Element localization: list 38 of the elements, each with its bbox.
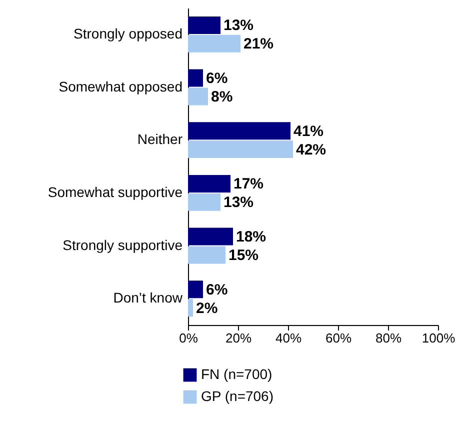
y-tick-label: Strongly opposed <box>74 25 182 42</box>
bar <box>188 280 203 298</box>
bar <box>188 228 233 246</box>
legend-label: FN (n=700) <box>201 366 272 382</box>
bar <box>188 16 220 34</box>
bar <box>188 122 290 140</box>
y-tick-label: Don’t know <box>113 290 184 306</box>
bar <box>188 174 230 192</box>
bar <box>188 69 203 87</box>
x-tick-label: 100% <box>422 330 456 346</box>
y-tick-label: Strongly supportive <box>62 236 183 253</box>
x-tick-label: 80% <box>375 330 402 346</box>
data-label: 6% <box>206 70 228 88</box>
data-label: 21% <box>244 36 274 53</box>
data-label: 42% <box>296 141 326 158</box>
x-tick-label: 60% <box>325 330 352 346</box>
x-tick-label: 20% <box>225 330 252 346</box>
y-tick-label: Somewhat supportive <box>48 184 183 200</box>
bar <box>188 193 220 211</box>
data-label: 18% <box>236 228 266 246</box>
data-label: 15% <box>228 246 259 264</box>
bar <box>188 299 193 317</box>
legend-label: GP (n=706) <box>201 388 274 404</box>
data-label: 17% <box>234 176 264 193</box>
bar <box>188 34 240 52</box>
y-tick-label: Neither <box>137 131 183 148</box>
data-label: 13% <box>224 194 254 212</box>
x-tick-label: 0% <box>179 330 198 346</box>
data-label: 2% <box>196 300 218 317</box>
y-tick-label: Somewhat opposed <box>58 78 182 94</box>
data-label: 6% <box>206 281 228 298</box>
x-tick-label: 40% <box>275 330 302 346</box>
bar <box>188 246 226 264</box>
data-label: 8% <box>211 88 233 106</box>
bar <box>188 88 208 106</box>
data-label: 13% <box>224 17 254 34</box>
bar <box>188 140 293 158</box>
data-label: 41% <box>294 122 324 140</box>
